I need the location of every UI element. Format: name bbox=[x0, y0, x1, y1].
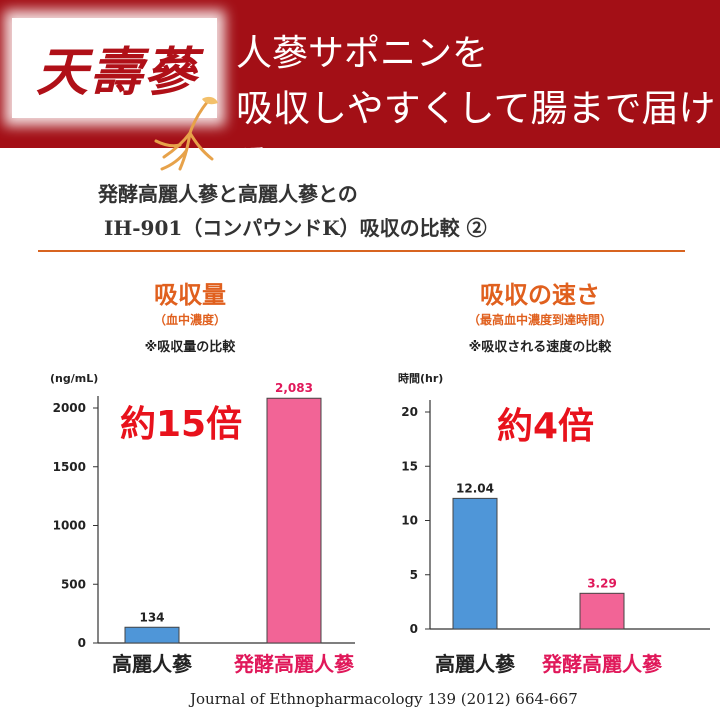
speed-y-tick-label: 15 bbox=[401, 459, 418, 473]
amount-y-tick-label: 1500 bbox=[53, 460, 86, 474]
ginseng-root-icon bbox=[154, 96, 218, 171]
speed-bar bbox=[579, 592, 625, 630]
speed-y-tick-label: 20 bbox=[401, 405, 418, 419]
amount-y-tick-label: 1000 bbox=[53, 519, 86, 533]
source-citation: Journal of Ethnopharmacology 139 (2012) … bbox=[190, 690, 578, 708]
amount-category-label: 高麗人蔘 bbox=[112, 652, 193, 676]
amount-y-tick-label: 0 bbox=[78, 636, 86, 650]
speed-y-tick-label: 10 bbox=[401, 514, 418, 528]
speed-y-tick-label: 5 bbox=[410, 568, 418, 582]
amount-category-label: 発酵高麗人蔘 bbox=[233, 652, 355, 676]
logo-box bbox=[12, 18, 217, 118]
amount-y-axis-label: (ng/mL) bbox=[50, 372, 98, 385]
comparison-title-line-1: 発酵高麗人蔘と高麗人蔘との bbox=[98, 182, 358, 206]
panel1-subheading: （血中濃度） bbox=[153, 313, 226, 327]
amount-bar bbox=[266, 397, 322, 644]
header-line-2: 吸収しやすくして腸まで届ける bbox=[236, 87, 716, 184]
speed-y-axis-label: 時間(hr) bbox=[398, 371, 443, 385]
speed-value-label: 12.04 bbox=[456, 481, 494, 495]
panel1-heading: 吸収量 bbox=[154, 281, 226, 309]
header-line-1: 人蔘サポニンを bbox=[236, 33, 489, 74]
title-divider bbox=[38, 250, 685, 252]
amount-value-label: 2,083 bbox=[275, 381, 313, 395]
comparison-title-line-2: IH-901（コンパウンドK）吸収の比較 ② bbox=[104, 216, 487, 240]
speed-bar bbox=[452, 497, 498, 630]
panel2-note: ※吸収される速度の比較 bbox=[468, 340, 612, 355]
speed-value-label: 3.29 bbox=[587, 576, 617, 590]
amount-y-tick-label: 2000 bbox=[53, 401, 86, 415]
absorption-speed-chart: 時間(hr) 0 5 10 15 20 12.04 高麗人蔘 3.29 発酵高麗人蔘 bbox=[398, 371, 710, 676]
panel2-subheading: （最高血中濃度到達時間） bbox=[467, 313, 612, 327]
speed-y-tick-label: 0 bbox=[410, 622, 418, 636]
brand-logo: 天壽蔘 bbox=[35, 42, 198, 103]
speed-category-label: 発酵高麗人蔘 bbox=[541, 652, 663, 676]
panel1-note: ※吸収量の比較 bbox=[144, 340, 236, 355]
panel1-multiplier: 約15倍 bbox=[120, 404, 243, 445]
amount-bar bbox=[124, 626, 180, 644]
panel2-heading: 吸収の速さ bbox=[480, 281, 600, 309]
panel2-multiplier: 約4倍 bbox=[497, 406, 595, 447]
amount-y-tick-label: 500 bbox=[61, 577, 86, 591]
speed-category-label: 高麗人蔘 bbox=[435, 652, 516, 676]
absorption-amount-chart: (ng/mL) 0 500 1000 1500 2000 134 高麗人蔘 2,083 発酵高麗人… bbox=[50, 372, 355, 676]
amount-value-label: 134 bbox=[139, 610, 164, 624]
